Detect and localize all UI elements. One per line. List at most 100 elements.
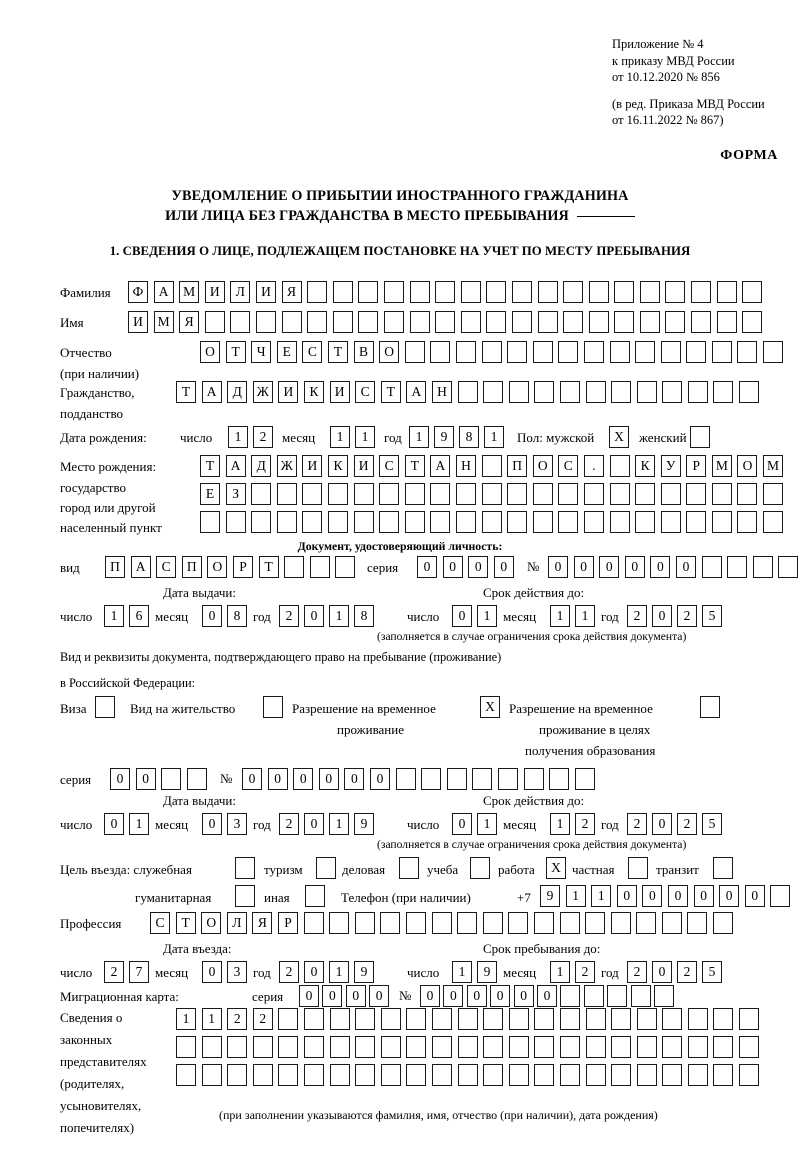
char-cell[interactable]	[395, 768, 416, 790]
char-cell[interactable]	[635, 511, 656, 533]
char-cell[interactable]: 0	[202, 813, 222, 835]
char-cell[interactable]	[405, 912, 426, 934]
char-cell[interactable]: 0	[202, 605, 222, 627]
char-cell[interactable]: 0	[304, 961, 324, 983]
char-cell[interactable]	[508, 1064, 529, 1086]
char-cell[interactable]	[691, 311, 712, 333]
char-cell[interactable]	[533, 912, 554, 934]
char-cell[interactable]	[636, 1036, 657, 1058]
char-cell[interactable]	[713, 1064, 734, 1086]
char-cell[interactable]	[687, 1064, 708, 1086]
char-cell[interactable]: 1	[330, 426, 350, 448]
char-cell[interactable]	[583, 985, 604, 1007]
char-cell[interactable]: 8	[227, 605, 247, 627]
char-cell[interactable]	[559, 1036, 580, 1058]
char-cell[interactable]: 1	[591, 885, 612, 907]
char-cell[interactable]: Ж	[276, 455, 297, 477]
char-cell[interactable]: 1	[355, 426, 375, 448]
char-cell[interactable]: 2	[575, 961, 595, 983]
char-cell[interactable]: Т	[404, 455, 425, 477]
char-cell[interactable]	[481, 455, 502, 477]
char-cell[interactable]: 0	[624, 556, 645, 578]
char-cell[interactable]	[588, 281, 609, 303]
char-cell[interactable]	[635, 483, 656, 505]
char-cell[interactable]: О	[200, 341, 220, 363]
char-cell[interactable]: 1	[329, 961, 349, 983]
char-cell[interactable]: 0	[420, 985, 440, 1007]
char-cell[interactable]: Н	[455, 455, 476, 477]
char-cell[interactable]	[483, 1064, 504, 1086]
char-cell[interactable]	[585, 1064, 606, 1086]
char-cell[interactable]: 0	[652, 605, 672, 627]
char-cell[interactable]: 8	[354, 605, 374, 627]
char-cell[interactable]	[383, 281, 404, 303]
char-cell[interactable]	[713, 912, 734, 934]
char-cell[interactable]: С	[150, 912, 170, 934]
char-cell[interactable]	[737, 341, 758, 363]
char-cell[interactable]	[327, 483, 348, 505]
char-cell[interactable]	[358, 281, 379, 303]
char-cell[interactable]	[409, 281, 430, 303]
char-cell[interactable]	[421, 768, 442, 790]
char-cell[interactable]	[687, 912, 708, 934]
char-cell[interactable]	[508, 912, 529, 934]
char-cell[interactable]	[636, 1064, 657, 1086]
char-cell[interactable]	[609, 511, 630, 533]
char-cell[interactable]	[380, 1064, 401, 1086]
char-cell[interactable]: Е	[276, 341, 297, 363]
char-cell[interactable]: 2	[677, 813, 697, 835]
char-cell[interactable]: М	[153, 311, 174, 333]
char-cell[interactable]	[278, 1064, 299, 1086]
char-cell[interactable]	[737, 483, 758, 505]
char-cell[interactable]	[660, 511, 681, 533]
char-cell[interactable]: И	[204, 281, 225, 303]
legal-rep-row-3-cells[interactable]	[176, 1064, 760, 1086]
char-cell[interactable]: 0	[493, 556, 514, 578]
char-cell[interactable]	[455, 511, 476, 533]
char-cell[interactable]: 1	[477, 605, 497, 627]
char-cell[interactable]	[588, 311, 609, 333]
char-cell[interactable]	[303, 1064, 324, 1086]
sex-male-checkbox[interactable]: X	[609, 426, 629, 448]
char-cell[interactable]	[379, 511, 400, 533]
char-cell[interactable]: 0	[667, 885, 688, 907]
char-cell[interactable]	[252, 1036, 273, 1058]
char-cell[interactable]: Т	[225, 341, 246, 363]
legal-rep-row-2-cells[interactable]	[176, 1036, 760, 1058]
char-cell[interactable]: С	[355, 381, 376, 403]
char-cell[interactable]	[583, 341, 604, 363]
char-cell[interactable]	[665, 311, 686, 333]
purpose-service-checkbox[interactable]	[235, 857, 255, 879]
char-cell[interactable]: Я	[252, 912, 273, 934]
char-cell[interactable]: 0	[443, 985, 464, 1007]
char-cell[interactable]: И	[278, 381, 299, 403]
char-cell[interactable]: 0	[548, 556, 568, 578]
char-cell[interactable]	[353, 511, 374, 533]
char-cell[interactable]	[225, 511, 246, 533]
char-cell[interactable]	[636, 381, 657, 403]
char-cell[interactable]	[559, 912, 580, 934]
char-cell[interactable]	[635, 341, 656, 363]
char-cell[interactable]: 0	[599, 556, 620, 578]
char-cell[interactable]	[354, 912, 375, 934]
char-cell[interactable]: С	[379, 455, 400, 477]
char-cell[interactable]: 1	[550, 813, 570, 835]
char-cell[interactable]	[329, 1064, 350, 1086]
char-cell[interactable]: Е	[200, 483, 220, 505]
char-cell[interactable]	[460, 311, 481, 333]
char-cell[interactable]	[559, 1064, 580, 1086]
char-cell[interactable]	[255, 311, 276, 333]
char-cell[interactable]	[252, 1064, 273, 1086]
char-cell[interactable]: О	[207, 556, 228, 578]
char-cell[interactable]	[534, 381, 555, 403]
char-cell[interactable]	[737, 511, 758, 533]
char-cell[interactable]: 0	[693, 885, 714, 907]
